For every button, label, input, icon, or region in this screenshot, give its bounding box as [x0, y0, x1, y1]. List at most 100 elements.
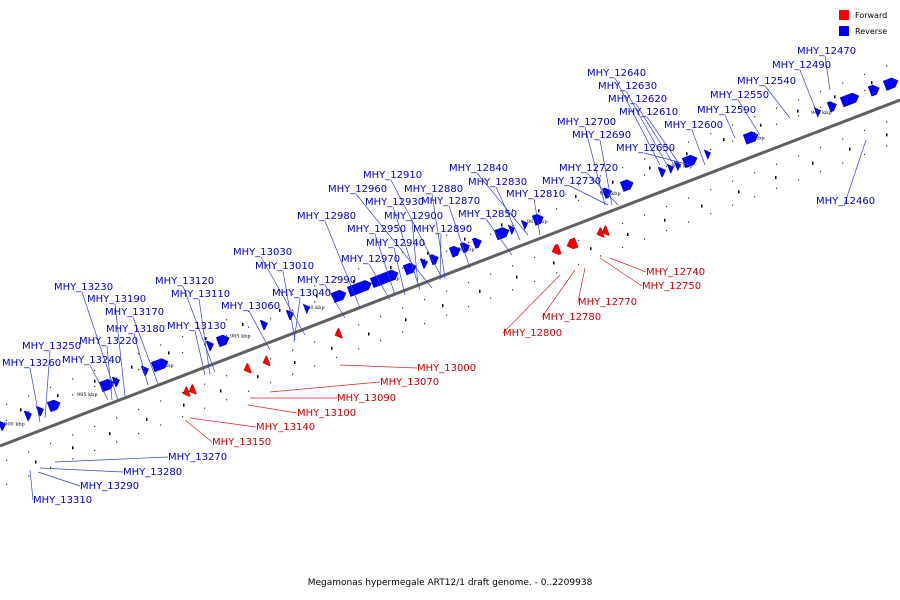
track-dot — [270, 318, 272, 320]
track-mark — [353, 280, 355, 284]
forward-gene — [566, 237, 579, 250]
reverse-gene-label: MHY_12590 — [697, 105, 756, 116]
track-dot — [446, 314, 448, 316]
track-dot — [270, 358, 272, 360]
track-dot — [6, 483, 8, 485]
forward-gene-label: MHY_12780 — [542, 312, 601, 323]
reverse-gene — [867, 84, 880, 97]
track-dot — [6, 419, 8, 421]
track-dot — [336, 356, 338, 359]
reverse-gene-label: MHY_13260 — [2, 358, 61, 369]
track-dot — [204, 383, 206, 385]
track-mark — [257, 375, 259, 379]
track-dot — [468, 242, 470, 244]
track-mark — [20, 408, 22, 412]
track-dot — [446, 250, 448, 252]
track-mark — [501, 223, 503, 227]
reverse-gene-label: MHY_12550 — [710, 90, 769, 101]
reverse-gene-label: MHY_12540 — [737, 76, 796, 87]
forward-gene — [188, 384, 197, 395]
track-mark — [612, 180, 614, 184]
track-dot — [6, 403, 8, 405]
track-mark — [590, 247, 592, 251]
forward-gene — [596, 227, 605, 238]
track-mark — [57, 394, 59, 398]
reverse-gene — [448, 245, 461, 258]
reverse-gene-label: MHY_12490 — [772, 60, 831, 71]
track-mark — [760, 123, 762, 127]
track-dot — [820, 170, 822, 172]
track-dot — [380, 339, 382, 342]
track-dot — [160, 424, 162, 426]
reverse-gene — [46, 399, 61, 413]
forward-gene-label: MHY_13140 — [256, 422, 315, 433]
reverse-gene — [259, 319, 268, 331]
reverse-gene — [826, 101, 837, 113]
track-dot — [358, 324, 360, 326]
track-dot — [754, 132, 756, 134]
reverse-gene-label: MHY_12600 — [664, 120, 723, 131]
reverse-gene-label: MHY_12700 — [557, 117, 616, 128]
track-dot — [688, 141, 690, 143]
track-dot — [402, 267, 404, 269]
track-dot — [6, 459, 8, 461]
reverse-gene-label: MHY_12850 — [458, 209, 517, 220]
track-dot — [292, 349, 294, 351]
reverse-gene — [205, 340, 214, 352]
reverse-gene — [346, 280, 372, 297]
reverse-gene-label: MHY_12890 — [413, 224, 472, 235]
track-dot — [578, 239, 580, 241]
track-mark — [479, 289, 481, 293]
track-dot — [314, 301, 316, 303]
reverse-gene-label: MHY_12630 — [598, 81, 657, 92]
reverse-gene — [285, 309, 294, 321]
forward-gene-label: MHY_13100 — [297, 408, 356, 419]
legend-forward-label: Forward — [855, 11, 887, 20]
track-dot — [556, 208, 558, 210]
genome-axis — [0, 98, 900, 448]
track-dot — [710, 189, 712, 191]
reverse-gene — [813, 107, 821, 118]
track-mark — [775, 176, 777, 180]
track-dot — [864, 89, 866, 92]
track-dot — [754, 116, 756, 118]
kbp-tick-label: 995 kbp — [77, 392, 98, 398]
track-dot — [622, 246, 624, 249]
track-dot — [534, 256, 536, 258]
track-mark — [405, 318, 407, 322]
track-dot — [446, 234, 448, 236]
track-dot — [798, 155, 800, 157]
track-dot — [468, 282, 470, 284]
reverse-gene-label: MHY_13110 — [171, 289, 230, 300]
reverse-gene — [493, 227, 510, 241]
track-dot — [72, 394, 74, 396]
track-dot — [314, 341, 316, 343]
track-mark — [146, 417, 148, 421]
track-dot — [820, 90, 822, 92]
track-mark — [649, 166, 651, 170]
reverse-gene-label: MHY_12880 — [404, 184, 463, 195]
track-mark — [627, 232, 629, 236]
track-dot — [864, 73, 866, 76]
track-dot — [138, 432, 140, 435]
track-dot — [710, 213, 712, 215]
track-dot — [600, 191, 602, 193]
reverse-gene-label: MHY_13230 — [54, 282, 113, 293]
track-mark — [316, 294, 318, 298]
reverse-gene-label: MHY_13060 — [221, 301, 280, 312]
gene-glyphs — [0, 77, 899, 431]
track-dot — [292, 373, 294, 375]
track-mark — [168, 351, 170, 355]
track-dot — [578, 263, 580, 265]
track-dot — [666, 205, 668, 208]
track-dot — [754, 172, 756, 174]
track-dot — [886, 121, 888, 123]
track-dot — [842, 162, 844, 164]
reverse-gene-label: MHY_12940 — [366, 238, 425, 249]
track-dot — [644, 214, 646, 216]
track-dot — [578, 199, 580, 201]
forward-gene-label: MHY_13090 — [337, 393, 396, 404]
track-dot — [688, 197, 690, 199]
track-dot — [600, 175, 602, 177]
